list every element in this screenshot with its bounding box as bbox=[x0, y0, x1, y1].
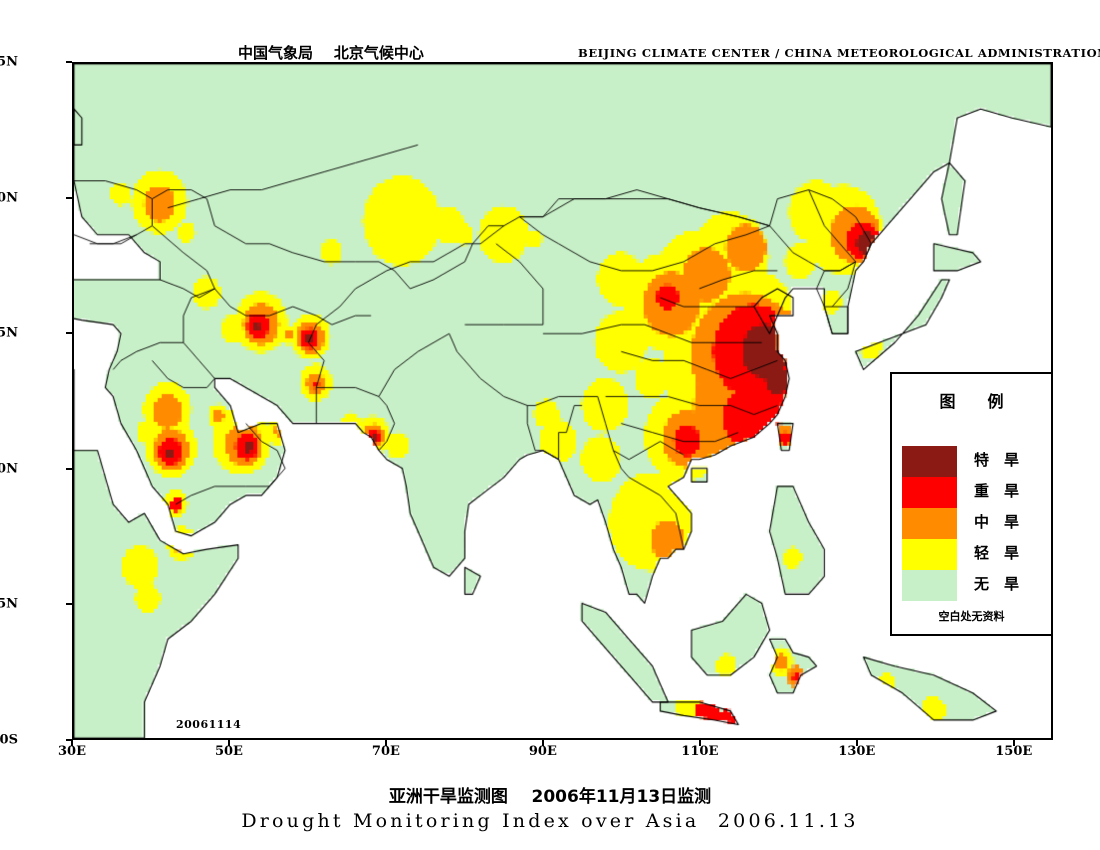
legend-swatch-severe bbox=[902, 477, 957, 508]
legend-title: 图 例 bbox=[939, 392, 1004, 411]
map-frame bbox=[72, 62, 1053, 740]
legend-label-moderate: 中 旱 bbox=[974, 513, 1020, 531]
legend-row-moderate: 中 旱 bbox=[902, 508, 1045, 539]
drought-map-canvas bbox=[74, 64, 1051, 738]
x-tick-130E: 130E bbox=[838, 744, 876, 759]
y-tick-mark bbox=[66, 61, 72, 63]
x-tick-90E: 90E bbox=[528, 744, 557, 759]
x-tick-mark bbox=[541, 740, 544, 746]
y-tick-mark bbox=[66, 196, 72, 199]
legend-panel: 图 例 特 旱 重 旱 中 旱 轻 旱 无 旱 空白处无资料 bbox=[890, 372, 1053, 636]
x-tick-110E: 110E bbox=[681, 744, 719, 759]
y-tick-50N: 50N bbox=[0, 190, 18, 206]
header-organization-en: BEIJING CLIMATE CENTER / CHINA METEOROLO… bbox=[578, 46, 1100, 60]
legend-label-extreme: 特 旱 bbox=[974, 451, 1020, 469]
legend-label-light: 轻 旱 bbox=[974, 544, 1020, 562]
y-tick-mark bbox=[66, 332, 72, 335]
x-tick-mark bbox=[227, 740, 230, 746]
date-stamp: 20061114 bbox=[176, 718, 242, 731]
legend-label-severe: 重 旱 bbox=[974, 482, 1020, 500]
x-tick-30E: 30E bbox=[58, 744, 86, 759]
legend-swatch-extreme bbox=[902, 446, 957, 477]
x-tick-mark bbox=[1012, 740, 1015, 746]
legend-row-extreme: 特 旱 bbox=[902, 446, 1045, 477]
legend-row-severe: 重 旱 bbox=[902, 477, 1045, 508]
legend-label-none: 无 旱 bbox=[974, 575, 1020, 593]
y-tick-65N: 65N bbox=[0, 54, 18, 70]
y-tick-mark bbox=[66, 739, 72, 741]
y-tick-mark bbox=[66, 603, 72, 606]
chart-title-cn: 亚洲干旱监测图 2006年11月13日监测 bbox=[388, 787, 712, 807]
y-tick-mark bbox=[66, 467, 72, 470]
chart-title-en: Drought Monitoring Index over Asia 2006.… bbox=[241, 810, 859, 832]
x-tick-mark bbox=[71, 740, 73, 746]
y-tick-20N: 20N bbox=[0, 461, 18, 477]
y-tick-5N: 5N bbox=[0, 596, 18, 612]
legend-row-none: 无 旱 bbox=[902, 570, 1045, 601]
x-tick-150E: 150E bbox=[995, 744, 1033, 759]
legend-nodata-note: 空白处无资料 bbox=[938, 610, 1005, 623]
legend-swatch-light bbox=[902, 539, 957, 570]
legend-row-light: 轻 旱 bbox=[902, 539, 1045, 570]
legend-swatch-moderate bbox=[902, 508, 957, 539]
y-tick-10S: 10S bbox=[0, 732, 18, 748]
x-tick-50E: 50E bbox=[214, 744, 243, 759]
legend-swatch-none bbox=[902, 570, 957, 601]
x-tick-mark bbox=[384, 740, 387, 746]
x-tick-mark bbox=[698, 740, 701, 746]
x-tick-mark bbox=[855, 740, 858, 746]
x-tick-70E: 70E bbox=[371, 744, 400, 759]
header-organization-cn: 中国气象局 北京气候中心 bbox=[238, 44, 424, 62]
y-tick-35N: 35N bbox=[0, 325, 18, 341]
